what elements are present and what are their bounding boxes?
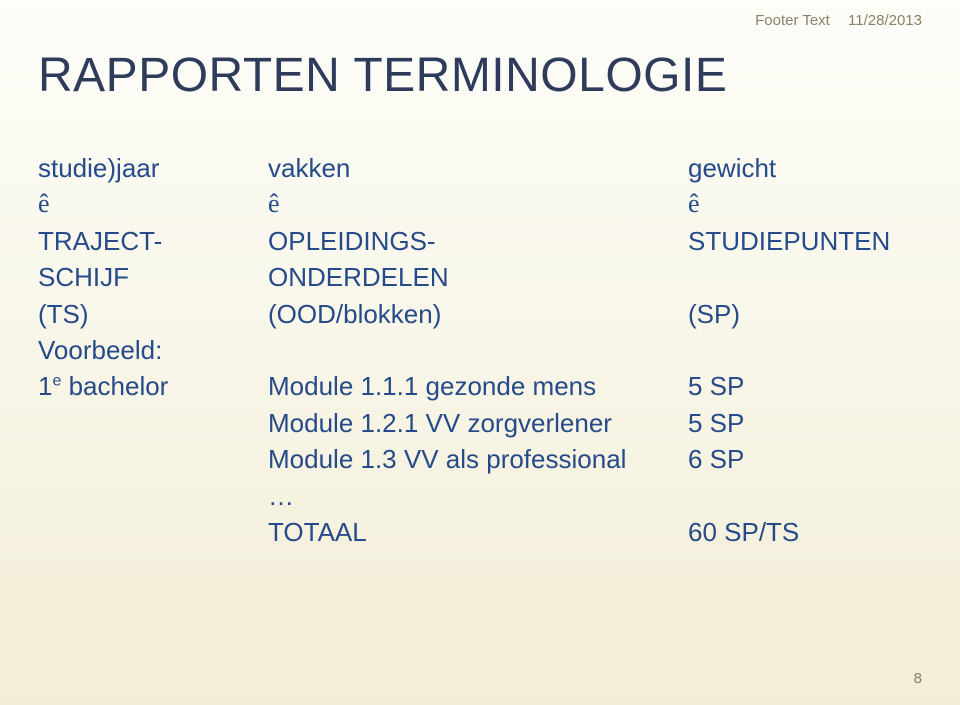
module-row-1: 1e bachelor Module 1.1.1 gezonde mens 5 … xyxy=(38,368,922,404)
cell: TRAJECT- xyxy=(38,223,268,259)
module-row-3: Module 1.3 VV als professional 6 SP xyxy=(38,441,922,477)
down-arrow-icon: ê xyxy=(688,186,922,222)
module-row-2: Module 1.2.1 VV zorgverlener 5 SP xyxy=(38,405,922,441)
col3-header: gewicht xyxy=(688,150,922,186)
cell: (SP) xyxy=(688,296,922,332)
cell: 5 SP xyxy=(688,368,922,404)
cell: Module 1.1.1 gezonde mens xyxy=(268,368,688,404)
cell xyxy=(38,441,268,477)
cell: STUDIEPUNTEN xyxy=(688,223,922,259)
cell xyxy=(688,332,922,368)
slide-date: 11/28/2013 xyxy=(848,12,922,29)
col2-header: vakken xyxy=(268,150,688,186)
down-arrow-icon: ê xyxy=(38,186,268,222)
cell: 5 SP xyxy=(688,405,922,441)
cell xyxy=(38,514,268,550)
example-label: Voorbeeld: xyxy=(38,332,268,368)
text: bachelor xyxy=(61,371,168,401)
cell: Module 1.2.1 VV zorgverlener xyxy=(268,405,688,441)
cell: (TS) xyxy=(38,296,268,332)
cell xyxy=(688,259,922,295)
arrow-row: ê ê ê xyxy=(38,186,922,222)
cell: (OOD/blokken) xyxy=(268,296,688,332)
down-arrow-icon: ê xyxy=(268,186,688,222)
term-row-3: (TS) (OOD/blokken) (SP) xyxy=(38,296,922,332)
slide-header: Footer Text 11/28/2013 xyxy=(755,12,922,29)
slide-title: RAPPORTEN TERMINOLOGIE xyxy=(38,48,727,103)
total-label: TOTAAL xyxy=(268,514,688,550)
term-row-2: SCHIJF ONDERDELEN xyxy=(38,259,922,295)
example-label-row: Voorbeeld: xyxy=(38,332,922,368)
cell xyxy=(268,332,688,368)
cell: Module 1.3 VV als professional xyxy=(268,441,688,477)
cell: 6 SP xyxy=(688,441,922,477)
term-row-1: TRAJECT- OPLEIDINGS- STUDIEPUNTEN xyxy=(38,223,922,259)
page-number: 8 xyxy=(914,670,922,687)
total-value: 60 SP/TS xyxy=(688,514,922,550)
ellipsis: … xyxy=(38,478,294,514)
text: 1 xyxy=(38,371,52,401)
header-row: studie)jaar vakken gewicht xyxy=(38,150,922,186)
slide-body: studie)jaar vakken gewicht ê ê ê TRAJECT… xyxy=(38,150,922,550)
cell: 1e bachelor xyxy=(38,368,268,404)
footer-text: Footer Text xyxy=(755,12,830,29)
total-row: TOTAAL 60 SP/TS xyxy=(38,514,922,550)
cell: OPLEIDINGS- xyxy=(268,223,688,259)
col1-header: studie)jaar xyxy=(38,150,268,186)
ellipsis-row: … xyxy=(38,478,922,514)
cell: SCHIJF xyxy=(38,259,268,295)
cell xyxy=(38,405,268,441)
cell: ONDERDELEN xyxy=(268,259,688,295)
